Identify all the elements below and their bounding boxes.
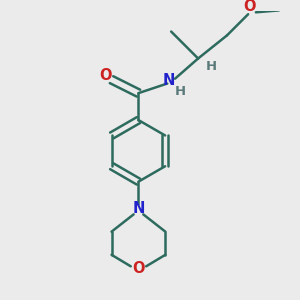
Text: N: N	[163, 73, 176, 88]
Text: H: H	[206, 60, 217, 73]
Text: O: O	[243, 0, 255, 14]
Text: O: O	[100, 68, 112, 83]
Text: H: H	[175, 85, 186, 98]
Text: N: N	[132, 201, 145, 216]
Text: O: O	[132, 261, 145, 276]
